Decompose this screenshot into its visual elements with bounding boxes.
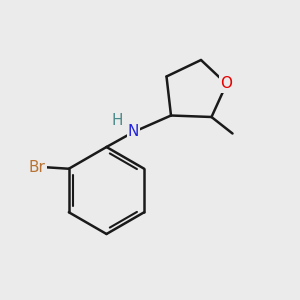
Text: Br: Br (29, 160, 46, 175)
Text: H: H (111, 113, 123, 128)
Text: N: N (128, 124, 139, 140)
Text: O: O (220, 76, 232, 92)
